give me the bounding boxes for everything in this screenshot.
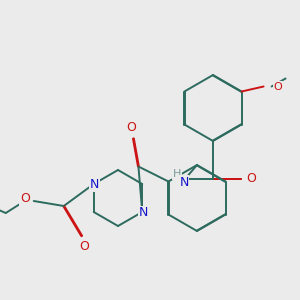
Text: O: O <box>20 193 30 206</box>
Text: O: O <box>273 82 282 92</box>
Text: N: N <box>139 206 148 220</box>
Text: O: O <box>79 241 89 254</box>
Text: O: O <box>127 121 136 134</box>
Text: N: N <box>179 176 189 188</box>
Text: H: H <box>173 169 181 179</box>
Text: N: N <box>90 178 99 191</box>
Text: O: O <box>246 172 256 185</box>
